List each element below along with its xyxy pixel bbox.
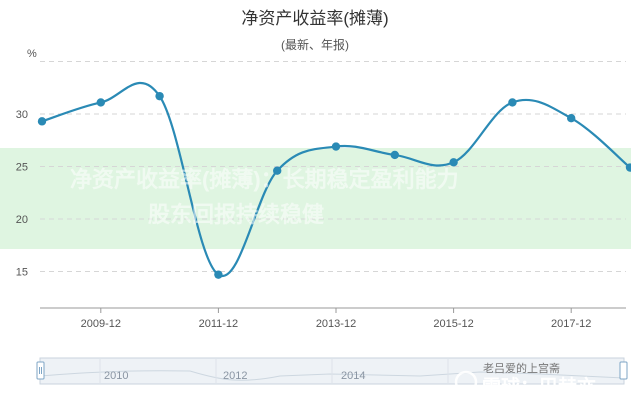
- navigator-label-1: 2010: [104, 370, 128, 382]
- data-points: [37, 91, 631, 279]
- highlight-band: [0, 148, 631, 249]
- snowball-logo-icon: [454, 370, 478, 394]
- x-tick-label: 2013-12: [316, 318, 356, 330]
- x-tick-label: 2011-12: [199, 318, 239, 330]
- navigator-label-2: 2012: [223, 370, 247, 382]
- y-tick-label: 25: [16, 162, 28, 174]
- data-point[interactable]: [96, 98, 106, 107]
- y-tick-label: 15: [16, 267, 28, 279]
- chart-subtitle: (最新、年报): [281, 37, 349, 52]
- data-point[interactable]: [449, 158, 458, 167]
- y-axis-ticks: 15 20 25 30: [16, 109, 28, 279]
- data-point[interactable]: [331, 142, 341, 151]
- x-tick-label: 2015-12: [433, 318, 473, 330]
- data-point[interactable]: [625, 163, 631, 172]
- watermark: 老吕爱的上宫斋 雪球：巴赫亦: [454, 361, 596, 398]
- data-point[interactable]: [273, 166, 282, 175]
- navigator-left-handle[interactable]: [36, 361, 45, 380]
- y-tick-label: 30: [16, 109, 28, 121]
- data-point[interactable]: [214, 270, 223, 279]
- data-point[interactable]: [155, 91, 164, 101]
- data-point[interactable]: [508, 98, 517, 107]
- data-point[interactable]: [37, 117, 47, 126]
- x-tick-label: 2017-12: [551, 318, 591, 330]
- watermark-small-text: 老吕爱的上宫斋: [483, 361, 560, 375]
- overlay-text-line-2: 股东回报持续稳健: [148, 202, 324, 227]
- data-point[interactable]: [567, 114, 576, 123]
- range-navigator[interactable]: 2010 2012 2014: [36, 357, 628, 385]
- data-point[interactable]: [390, 150, 399, 160]
- navigator-preview-line: [39, 370, 625, 381]
- y-tick-label: 20: [16, 214, 28, 226]
- series-line: [41, 81, 631, 278]
- y-unit-label: %: [27, 48, 37, 60]
- x-tick-label: 2009-12: [81, 318, 121, 330]
- grid: [40, 61, 626, 272]
- chart-title: 净资产收益率(摊薄): [241, 9, 388, 28]
- navigator-right-handle[interactable]: [619, 361, 628, 380]
- x-axis-ticks: 2009-12 2011-12 2013-12 2015-12 2017-12: [81, 308, 591, 330]
- watermark-big-text: 雪球：巴赫亦: [482, 375, 596, 398]
- overlay-text-line-1: 净资产收益率(摊薄)：长期稳定盈利能力: [70, 167, 459, 192]
- navigator-label-3: 2014: [341, 370, 365, 382]
